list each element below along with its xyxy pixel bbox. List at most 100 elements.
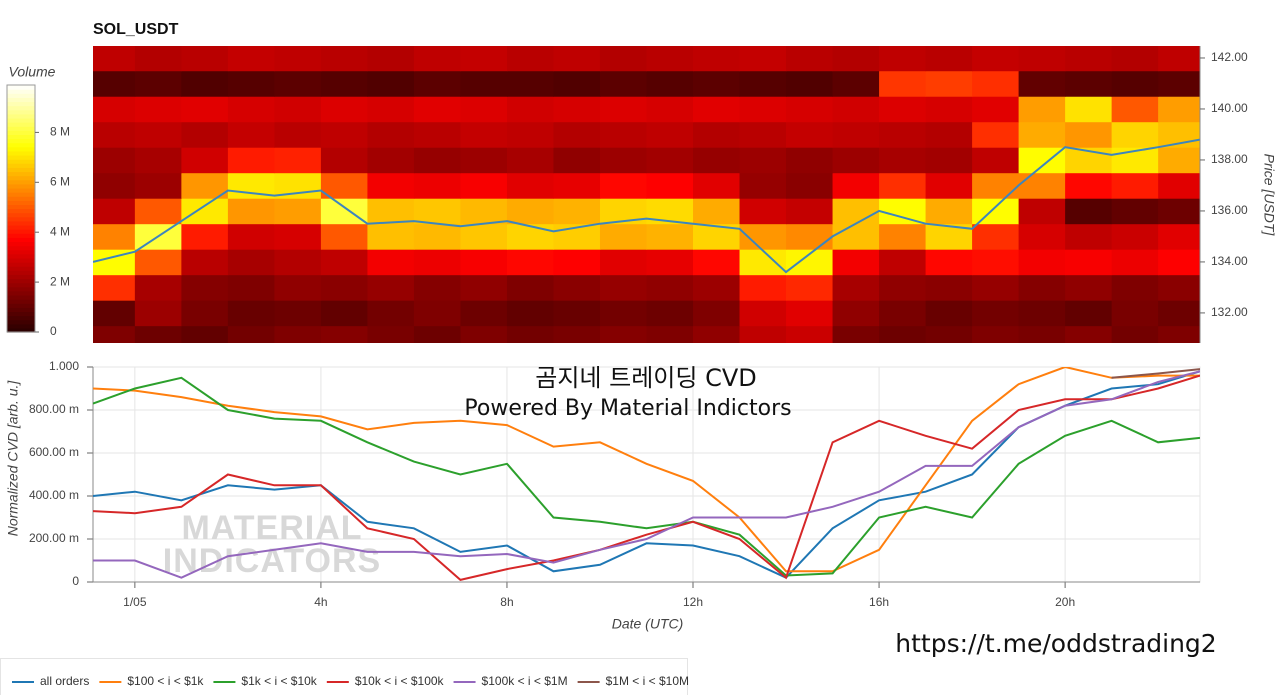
heatmap-cell <box>320 198 368 225</box>
colorbar-swatch <box>7 241 35 247</box>
y-tick-label: 132.00 <box>1211 305 1248 319</box>
heatmap-cell <box>134 96 182 123</box>
colorbar-swatch <box>7 253 35 259</box>
heatmap-cell <box>879 121 927 148</box>
heatmap-cell <box>972 46 1020 72</box>
heatmap-cell <box>506 172 554 199</box>
heatmap-cell <box>1018 96 1066 123</box>
y-axis-label: Normalized CVD [arb. u.] <box>5 380 21 537</box>
heatmap-cell <box>227 147 275 174</box>
heatmap-cell <box>1018 121 1066 148</box>
y-tick-label: 136.00 <box>1211 203 1248 217</box>
heatmap-cell <box>367 198 415 225</box>
colorbar-tick-label: 0 <box>50 324 57 338</box>
heatmap-cell <box>413 96 461 123</box>
heatmap-cell <box>1018 274 1066 301</box>
heatmap-cell <box>274 325 322 343</box>
colorbar-swatch <box>7 154 35 160</box>
heatmap-cell <box>972 96 1020 123</box>
colorbar-swatch <box>7 311 35 317</box>
heatmap-cell <box>972 300 1020 327</box>
heatmap-cell <box>460 70 508 97</box>
heatmap-cell <box>553 198 601 225</box>
heatmap-cell <box>274 249 322 276</box>
heatmap-cell <box>367 223 415 250</box>
heatmap-cell <box>227 300 275 327</box>
heatmap-cell <box>972 223 1020 250</box>
heatmap-cell <box>413 249 461 276</box>
annotation: Powered By Material Indictors <box>464 396 791 421</box>
heatmap-cell <box>925 46 973 72</box>
heatmap-cell <box>1111 96 1159 123</box>
colorbar-swatch <box>7 175 35 181</box>
heatmap-cell <box>832 325 880 343</box>
heatmap-cell <box>879 46 927 72</box>
colorbar-swatch <box>7 294 35 300</box>
colorbar-swatch <box>7 307 35 313</box>
colorbar-swatch <box>7 286 35 292</box>
colorbar-swatch <box>7 105 35 111</box>
heatmap-cell <box>879 223 927 250</box>
heatmap-cell <box>1018 147 1066 174</box>
heatmap-cell <box>1111 325 1159 343</box>
heatmap-cell <box>1065 300 1113 327</box>
heatmap-cell <box>460 96 508 123</box>
chart-title: SOL_USDT <box>93 21 179 38</box>
heatmap-cell <box>599 121 647 148</box>
watermark: MATERIAL <box>181 509 362 547</box>
heatmap-cell <box>646 70 694 97</box>
heatmap-cell <box>832 147 880 174</box>
colorbar-swatch <box>7 117 35 123</box>
heatmap-cell <box>93 121 136 148</box>
heatmap-cell <box>367 121 415 148</box>
heatmap-cell <box>227 96 275 123</box>
x-tick-label: 4h <box>314 595 327 609</box>
colorbar-swatch <box>7 229 35 234</box>
heatmap-cell <box>786 274 834 301</box>
heatmap-cell <box>320 300 368 327</box>
heatmap-cell <box>739 172 787 199</box>
price-line <box>93 138 1200 274</box>
y-tick-label: 0 <box>72 574 79 588</box>
colorbar-swatch <box>7 204 35 210</box>
heatmap-cell <box>1111 198 1159 225</box>
heatmap-cell <box>739 96 787 123</box>
heatmap-cell <box>693 274 741 301</box>
heatmap-cell <box>599 70 647 97</box>
heatmap-cell <box>1065 172 1113 199</box>
colorbar-swatch <box>7 200 35 205</box>
x-tick-label: 16h <box>869 595 889 609</box>
heatmap-cell <box>93 223 136 250</box>
heatmap-cell <box>134 121 182 148</box>
y-tick-label: 600.00 m <box>29 445 79 459</box>
heatmap-cell <box>93 172 136 199</box>
heatmap-cell <box>832 274 880 301</box>
legend-label: $100k < i < $1M <box>482 674 568 688</box>
colorbar-swatch <box>7 257 35 263</box>
colorbar-swatch <box>7 323 35 329</box>
heatmap-cell <box>553 300 601 327</box>
heatmap-cell <box>1158 96 1200 123</box>
heatmap-cell <box>181 121 229 148</box>
heatmap-cell <box>832 223 880 250</box>
heatmap-cell <box>599 223 647 250</box>
heatmap-cell <box>274 121 322 148</box>
heatmap-cell <box>972 198 1020 225</box>
heatmap-cell <box>367 147 415 174</box>
heatmap-cell <box>693 46 741 72</box>
heatmap-cell <box>93 96 136 123</box>
x-axis-label: Date (UTC) <box>612 616 684 632</box>
colorbar-swatch <box>7 315 35 321</box>
heatmap-cell <box>506 325 554 343</box>
colorbar-tick-label: 2 M <box>50 274 70 288</box>
heatmap-cell <box>413 46 461 72</box>
heatmap-cell <box>93 46 136 72</box>
heatmap-cell <box>134 249 182 276</box>
y-axis-label: Price [USDT] <box>1261 154 1277 237</box>
heatmap-cell <box>972 121 1020 148</box>
heatmap-cell <box>227 325 275 343</box>
colorbar-swatch <box>7 216 35 222</box>
heatmap-cell <box>646 96 694 123</box>
heatmap-cell <box>1158 198 1200 225</box>
heatmap-cell <box>1018 300 1066 327</box>
